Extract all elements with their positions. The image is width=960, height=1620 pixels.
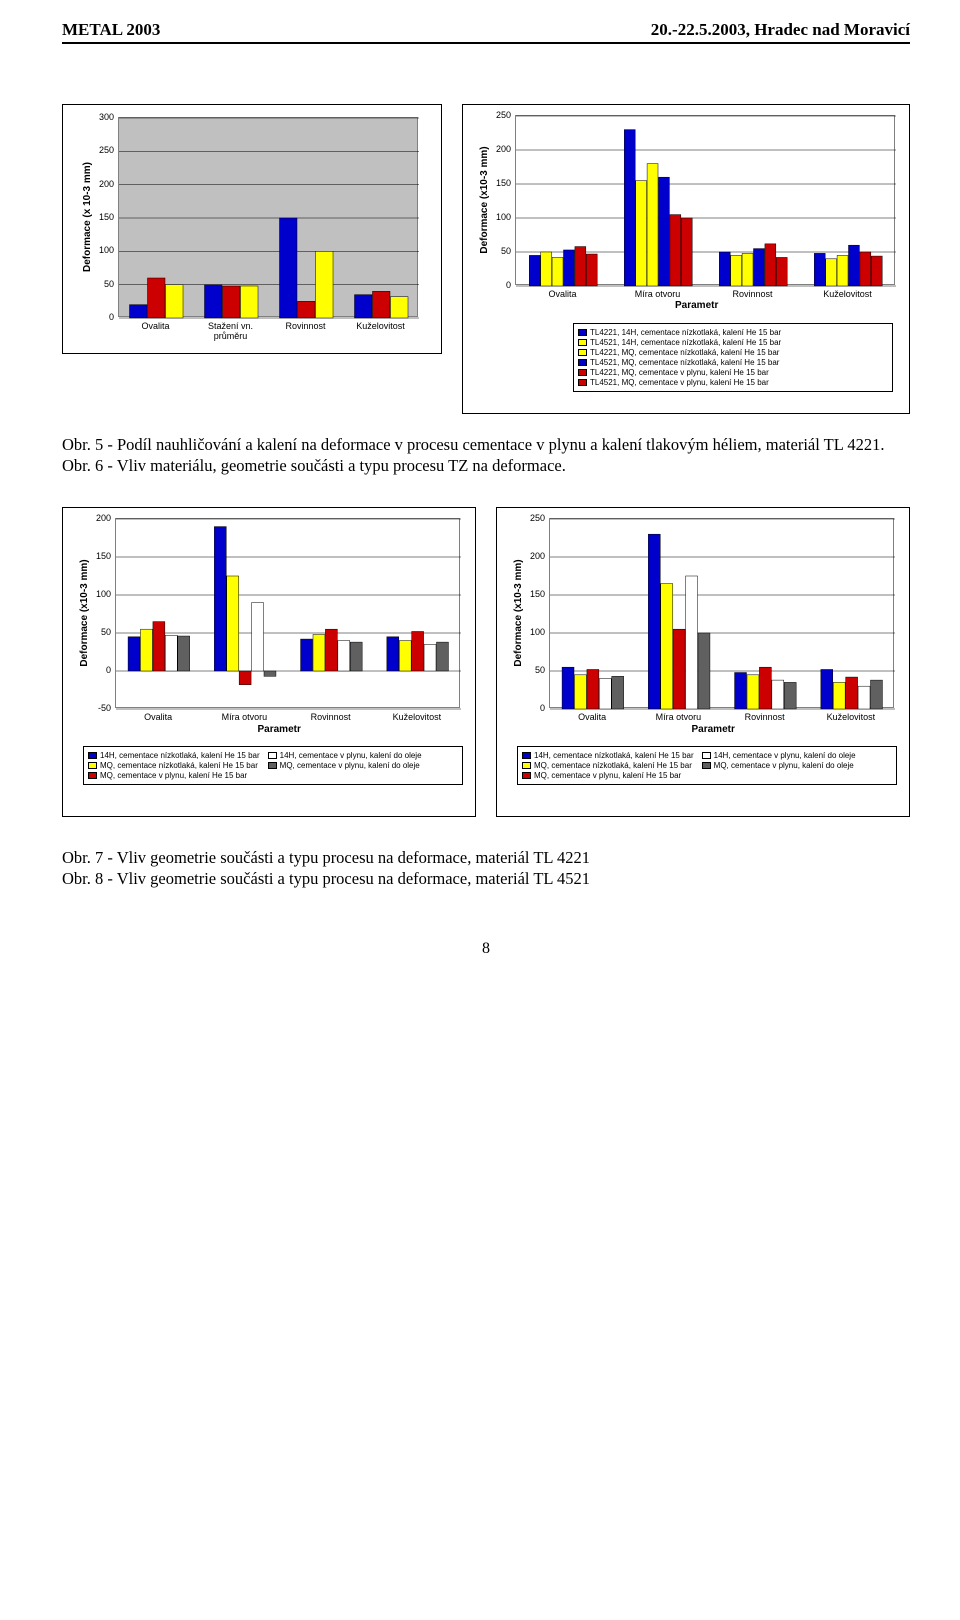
chart-row-2: -50 0 50 100 150 200 Ovalita Míra otvoru Rovinno… <box>62 507 910 817</box>
chart-row-1: 0 50 100 150 200 250 300 Ovalita Stažení vn. prů… <box>62 104 910 414</box>
y-tick-label: 0 <box>94 312 114 322</box>
y-tick-label: 300 <box>94 112 114 122</box>
y-tick-label: 50 <box>491 246 511 256</box>
page-number: 8 <box>62 940 910 958</box>
x-category-label: Kuželovitost <box>823 289 872 299</box>
chart-1: 0 50 100 150 200 250 300 Ovalita Stažení vn. prů… <box>62 104 442 354</box>
y-tick-label: 50 <box>525 665 545 675</box>
y-tick-label: 100 <box>94 245 114 255</box>
y-axis-label: Deformace (x10-3 mm) <box>479 115 490 285</box>
header-left: METAL 2003 <box>62 20 160 40</box>
chart-4: 0 50 100 150 200 250 Ovalita Míra otvoru Rovinno… <box>496 507 910 817</box>
x-category-label: Kuželovitost <box>393 712 442 722</box>
x-category-label: Míra otvoru <box>635 712 721 722</box>
x-category-label: Stažení vn. průměru <box>193 321 268 341</box>
caption-fig5-6: Obr. 5 - Podíl nauhličování a kalení na … <box>62 434 910 477</box>
caption-fig7-8: Obr. 7 - Vliv geometrie součásti a typu … <box>62 847 910 890</box>
x-category-label: Míra otvoru <box>610 289 705 299</box>
x-category-label: Rovinnost <box>745 712 785 722</box>
x-category-label: Ovalita <box>144 712 172 722</box>
x-category-label: Rovinnost <box>732 289 772 299</box>
y-tick-label: 100 <box>91 589 111 599</box>
x-axis-label: Parametr <box>692 724 735 735</box>
y-axis-label: Deformace (x 10-3 mm) <box>82 117 93 317</box>
y-tick-label: 0 <box>91 665 111 675</box>
y-tick-label: 150 <box>91 551 111 561</box>
y-tick-label: -50 <box>91 703 111 713</box>
y-tick-label: 200 <box>491 144 511 154</box>
y-tick-label: 150 <box>94 212 114 222</box>
y-tick-label: 150 <box>525 589 545 599</box>
y-tick-label: 50 <box>91 627 111 637</box>
y-tick-label: 250 <box>525 513 545 523</box>
x-category-label: Rovinnost <box>311 712 351 722</box>
chart-2: 0 50 100 150 200 250 Ovalita Míra otvoru Rovinno… <box>462 104 910 414</box>
y-tick-label: 100 <box>525 627 545 637</box>
chart-3: -50 0 50 100 150 200 Ovalita Míra otvoru Rovinno… <box>62 507 476 817</box>
y-tick-label: 50 <box>94 279 114 289</box>
y-tick-label: 0 <box>525 703 545 713</box>
x-category-label: Kuželovitost <box>827 712 876 722</box>
y-axis-label: Deformace (x10-3 mm) <box>513 518 524 708</box>
x-axis-label: Parametr <box>675 300 718 311</box>
chart-legend: 14H, cementace nízkotlaká, kalení He 15 … <box>517 746 897 785</box>
y-tick-label: 200 <box>91 513 111 523</box>
header-rule <box>62 42 910 44</box>
y-tick-label: 150 <box>491 178 511 188</box>
x-axis-label: Parametr <box>258 724 301 735</box>
chart-legend: 14H, cementace nízkotlaká, kalení He 15 … <box>83 746 463 785</box>
chart-legend: TL4221, 14H, cementace nízkotlaká, kalen… <box>573 323 893 392</box>
y-axis-label: Deformace (x10-3 mm) <box>79 518 90 708</box>
y-tick-label: 200 <box>94 179 114 189</box>
page-header: METAL 2003 20.-22.5.2003, Hradec nad Mor… <box>62 20 910 40</box>
y-tick-label: 0 <box>491 280 511 290</box>
x-category-label: Ovalita <box>548 289 576 299</box>
y-tick-label: 250 <box>94 145 114 155</box>
x-category-label: Rovinnost <box>285 321 325 331</box>
y-tick-label: 100 <box>491 212 511 222</box>
header-right: 20.-22.5.2003, Hradec nad Moravicí <box>651 20 910 40</box>
x-category-label: Míra otvoru <box>201 712 287 722</box>
y-tick-label: 200 <box>525 551 545 561</box>
y-tick-label: 250 <box>491 110 511 120</box>
x-category-label: Ovalita <box>578 712 606 722</box>
x-category-label: Kuželovitost <box>356 321 405 331</box>
x-category-label: Ovalita <box>141 321 169 331</box>
